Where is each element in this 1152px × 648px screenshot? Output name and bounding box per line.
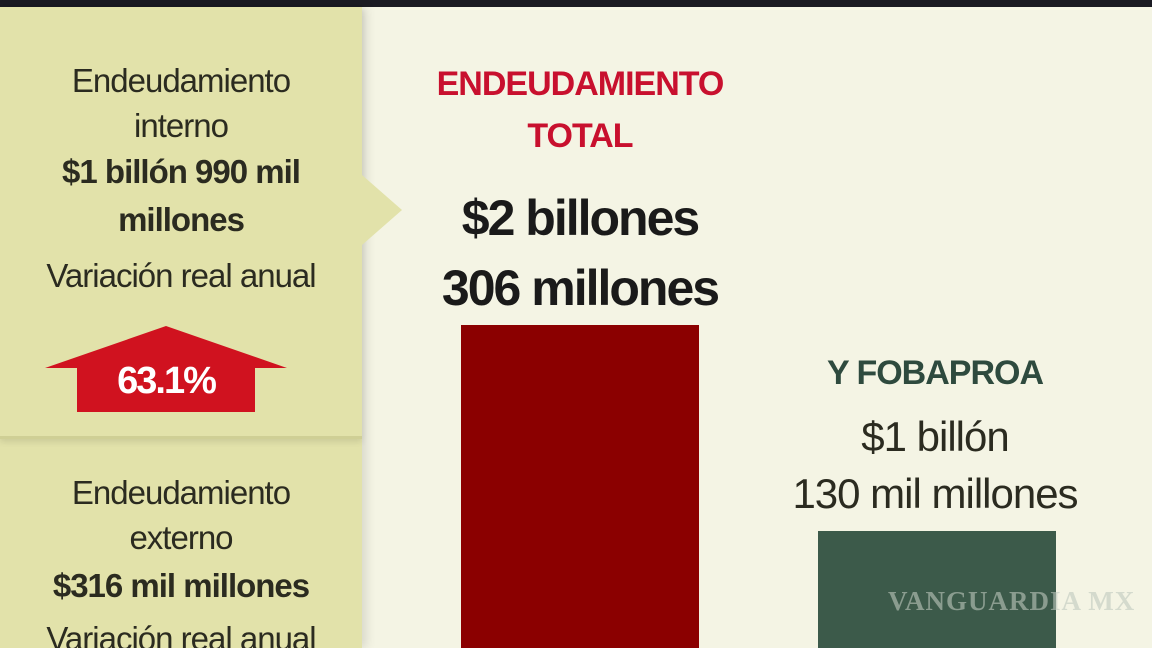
variation-up-arrow: 63.1% [45, 326, 287, 412]
internal-debt-label-2: interno [134, 107, 229, 144]
internal-variation-label: Variación real anual [46, 257, 316, 294]
fobaproa-bar [818, 531, 1056, 648]
internal-debt-value-1: $1 billón 990 mil [62, 153, 301, 190]
chart-title: ENDEUDAMIENTO TOTAL [400, 58, 760, 162]
external-debt-label-1: Endeudamiento [71, 474, 291, 511]
internal-variation-value: 63.1% [117, 360, 217, 402]
fobaproa-value-2: 130 mil millones [792, 470, 1078, 517]
internal-debt-panel: Endeudamiento interno $1 billón 990 mil … [0, 7, 362, 439]
internal-debt-label-1: Endeudamiento [71, 62, 291, 99]
fobaproa-value-1: $1 billón [861, 413, 1009, 460]
fobaproa-title: Y FOBAPROA [826, 354, 1044, 392]
external-debt-label-2: externo [129, 519, 233, 556]
total-debt-bar [461, 325, 699, 648]
top-border [0, 0, 1152, 7]
up-arrow-icon [45, 326, 287, 412]
external-variation-label: Variación real anual [46, 620, 316, 648]
total-debt-value-1: $2 billones [461, 190, 700, 246]
external-debt-value: $316 mil millones [52, 567, 310, 604]
chart-title-line-2: TOTAL [527, 117, 633, 155]
fobaproa-value: $1 billón 130 mil millones [760, 408, 1110, 522]
external-debt-panel: Endeudamiento externo $316 mil millones … [0, 442, 362, 648]
internal-debt-value-2: millones [118, 201, 245, 238]
total-debt-value: $2 billones 306 millones [400, 183, 760, 323]
watermark: VANGUARDIA MX [888, 586, 1136, 616]
callout-pointer [362, 175, 402, 245]
total-debt-value-2: 306 millones [441, 260, 720, 316]
chart-title-line-1: ENDEUDAMIENTO [436, 65, 725, 103]
breakdown-sidebar [0, 7, 362, 648]
